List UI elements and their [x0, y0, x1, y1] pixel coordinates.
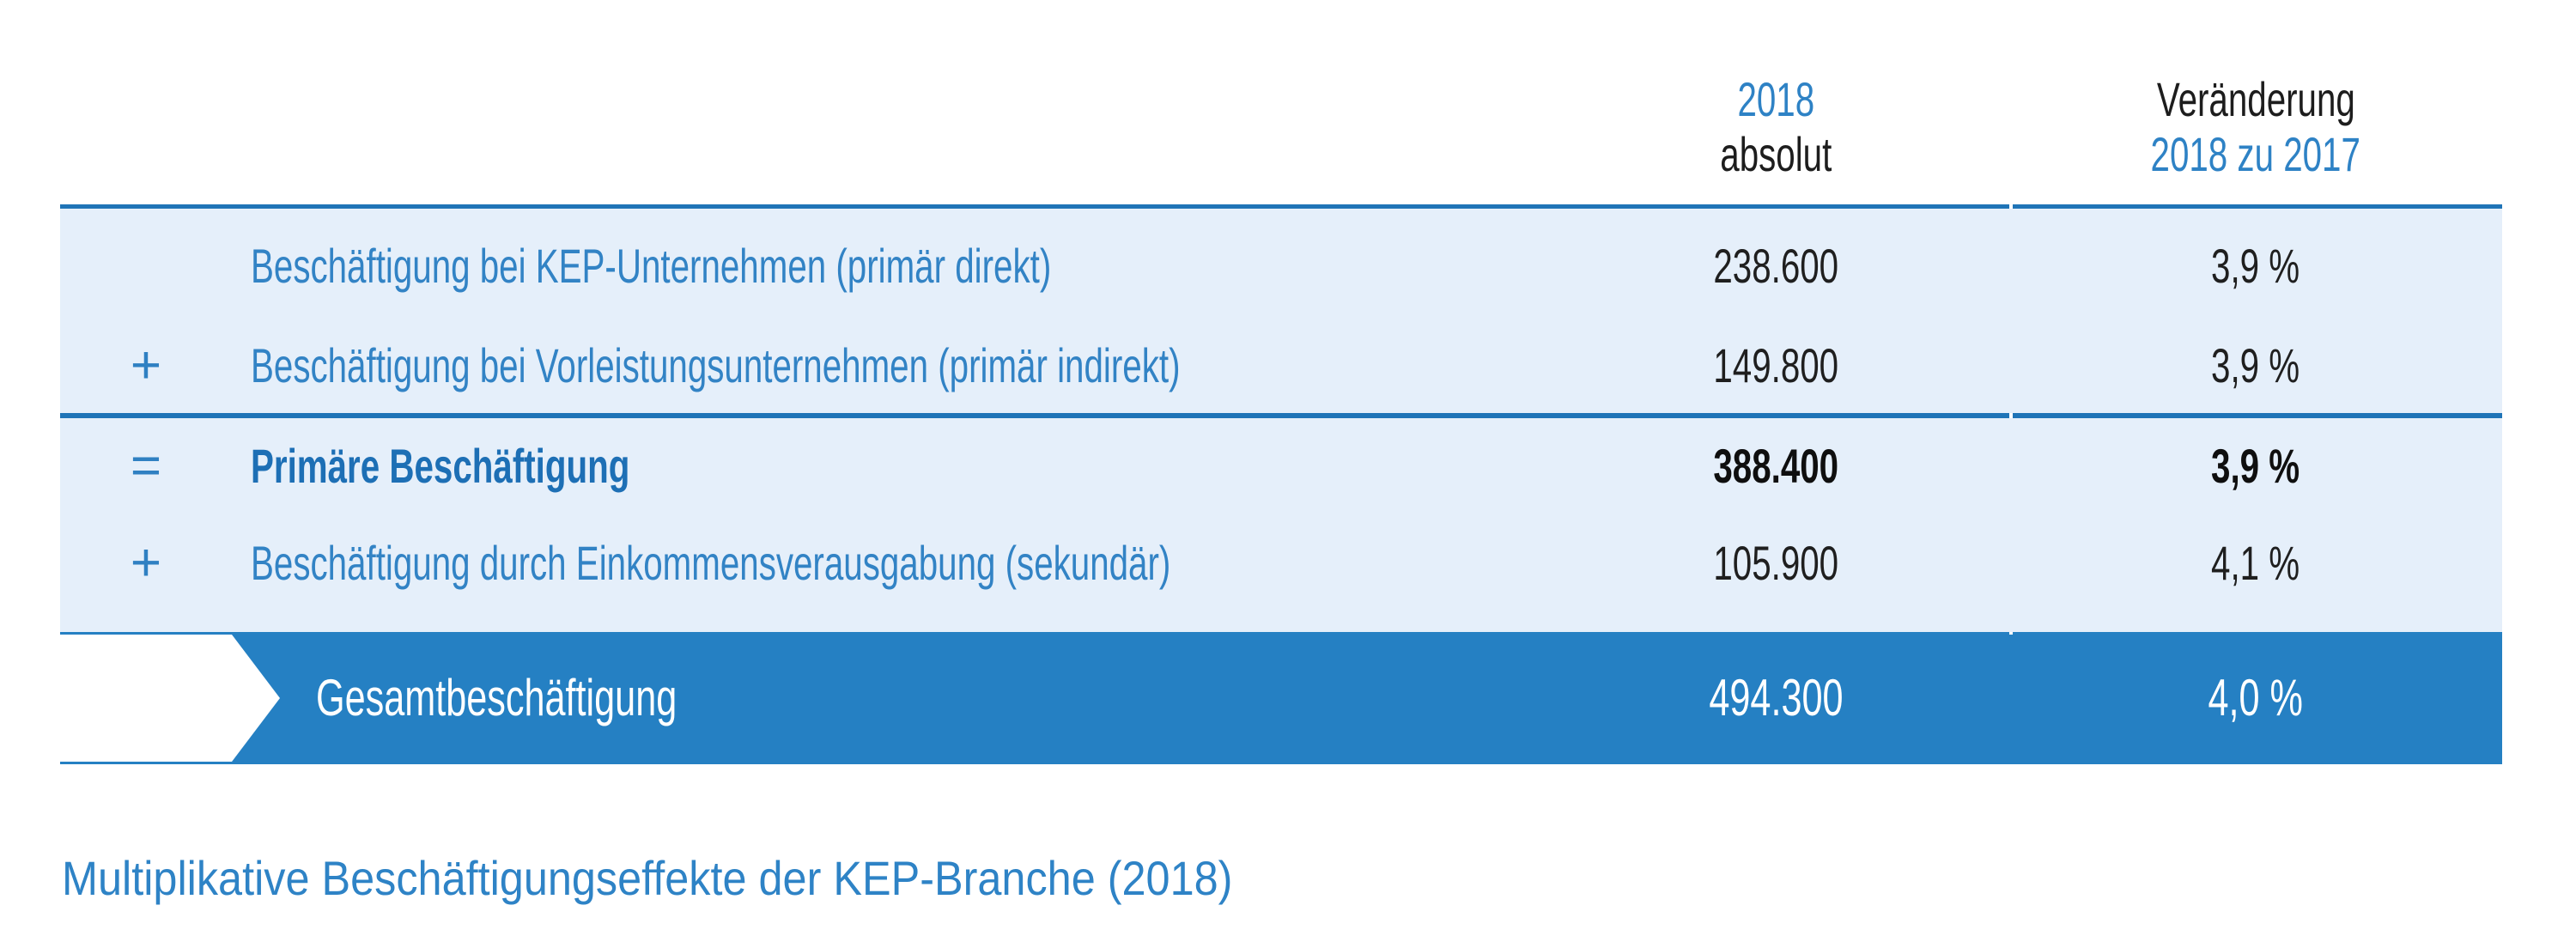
- row-value-2018: 388.400: [1713, 439, 1838, 493]
- row-operator-plus: +: [130, 336, 162, 395]
- row-value-2018: 238.600: [1713, 239, 1838, 293]
- row-label: Beschäftigung durch Einkommensverausgabu…: [251, 536, 1171, 590]
- header-year-2018: 2018: [1737, 72, 1814, 126]
- header-absolut: absolut: [1719, 127, 1832, 181]
- table-row: + Beschäftigung durch Einkommensverausga…: [60, 533, 2502, 592]
- rule-top: [60, 204, 2502, 209]
- row-value-change: 4,1 %: [2211, 536, 2300, 590]
- row-label: Beschäftigung bei KEP-Unternehmen (primä…: [251, 239, 1052, 293]
- row-value-change: 3,9 %: [2211, 338, 2300, 392]
- header-veraenderung: Veränderung: [2156, 72, 2355, 126]
- figure-caption: Multiplikative Beschäftigungseffekte der…: [62, 851, 1233, 905]
- row-value-2018: 149.800: [1713, 338, 1838, 392]
- row-label: Beschäftigung bei Vorleistungsunternehme…: [251, 338, 1181, 392]
- rule-middle: [60, 413, 2502, 418]
- row-value-change: 3,9 %: [2211, 239, 2300, 293]
- row-value-2018: 105.900: [1713, 536, 1838, 590]
- total-label: Gesamtbeschäftigung: [316, 669, 677, 726]
- column-divider-notch-top: [2009, 204, 2013, 209]
- column-header-veraenderung: Veränderung 2018 zu 2017: [2084, 72, 2427, 182]
- row-operator-plus: +: [130, 533, 162, 592]
- table-row: Beschäftigung bei KEP-Unternehmen (primä…: [60, 240, 2502, 292]
- total-value-2018: 494.300: [1708, 669, 1844, 726]
- table-row-subtotal: = Primäre Beschäftigung 388.400 3,9 %: [60, 436, 2502, 495]
- column-header-2018-absolut: 2018 absolut: [1604, 72, 1947, 182]
- column-divider-notch-middle: [2009, 413, 2013, 418]
- arrow-notch-shape: [60, 635, 280, 762]
- header-2018-zu-2017: 2018 zu 2017: [2150, 127, 2361, 181]
- total-value-change: 4,0 %: [2208, 669, 2304, 726]
- column-divider-notch-banner: [2009, 632, 2013, 635]
- total-row-banner: Gesamtbeschäftigung 494.300 4,0 %: [60, 632, 2502, 764]
- row-value-change: 3,9 %: [2211, 439, 2300, 493]
- table-row: + Beschäftigung bei Vorleistungsunterneh…: [60, 336, 2502, 395]
- table-zone-primary: [60, 209, 2502, 413]
- row-operator-equals: =: [130, 436, 162, 495]
- table-zone-secondary: [60, 418, 2502, 632]
- row-label-subtotal: Primäre Beschäftigung: [251, 439, 630, 493]
